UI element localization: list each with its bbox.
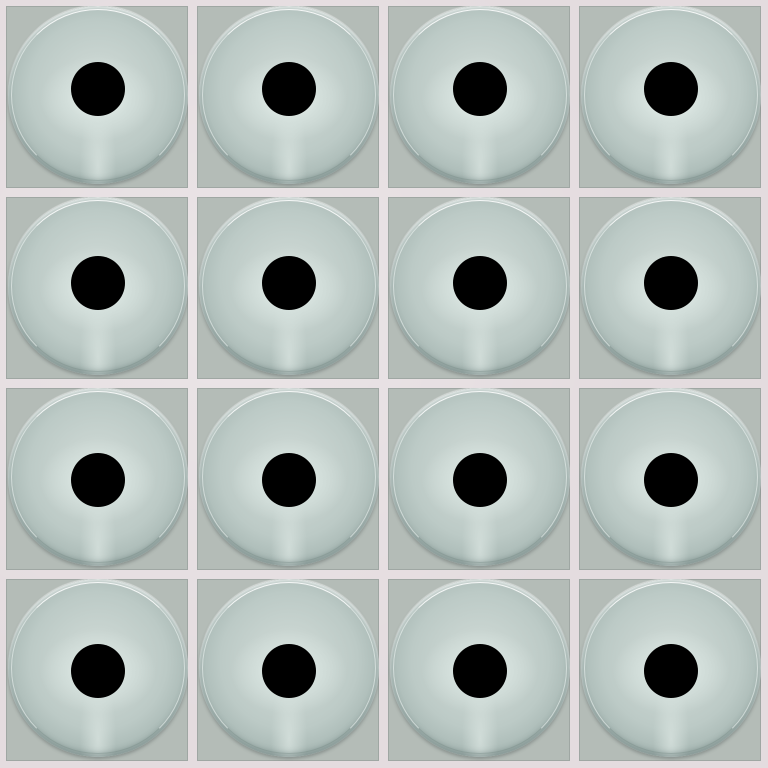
- pupil-dot: [644, 62, 698, 116]
- pupil-dot: [453, 644, 507, 698]
- pupil-dot: [262, 256, 316, 310]
- tile: [579, 6, 761, 188]
- pupil-dot: [71, 256, 125, 310]
- tile: [6, 388, 188, 570]
- disc: [390, 197, 570, 375]
- pupil-dot: [71, 62, 125, 116]
- tile: [388, 197, 570, 379]
- tile: [579, 579, 761, 761]
- disc: [199, 6, 379, 184]
- pupil-dot: [453, 256, 507, 310]
- tile: [388, 388, 570, 570]
- pupil-dot: [644, 453, 698, 507]
- disc: [390, 6, 570, 184]
- disc: [199, 388, 379, 566]
- disc: [390, 579, 570, 757]
- pupil-dot: [453, 62, 507, 116]
- tile: [6, 6, 188, 188]
- tile: [388, 579, 570, 761]
- disc: [581, 388, 761, 566]
- tile: [6, 579, 188, 761]
- pupil-dot: [644, 644, 698, 698]
- disc: [199, 579, 379, 757]
- disc: [390, 388, 570, 566]
- disc: [581, 6, 761, 184]
- disc: [581, 197, 761, 375]
- tile: [579, 388, 761, 570]
- tile: [197, 579, 379, 761]
- pupil-dot: [71, 453, 125, 507]
- tile: [197, 388, 379, 570]
- pupil-dot: [262, 644, 316, 698]
- disc: [8, 6, 188, 184]
- disc: [581, 579, 761, 757]
- pupil-dot: [453, 453, 507, 507]
- pupil-dot: [262, 62, 316, 116]
- tile: [579, 197, 761, 379]
- pupil-dot: [262, 453, 316, 507]
- tile: [388, 6, 570, 188]
- disc: [8, 579, 188, 757]
- tile: [197, 6, 379, 188]
- pupil-dot: [644, 256, 698, 310]
- tile: [197, 197, 379, 379]
- disc: [199, 197, 379, 375]
- disc: [8, 388, 188, 566]
- pupil-dot: [71, 644, 125, 698]
- disc: [8, 197, 188, 375]
- tile: [6, 197, 188, 379]
